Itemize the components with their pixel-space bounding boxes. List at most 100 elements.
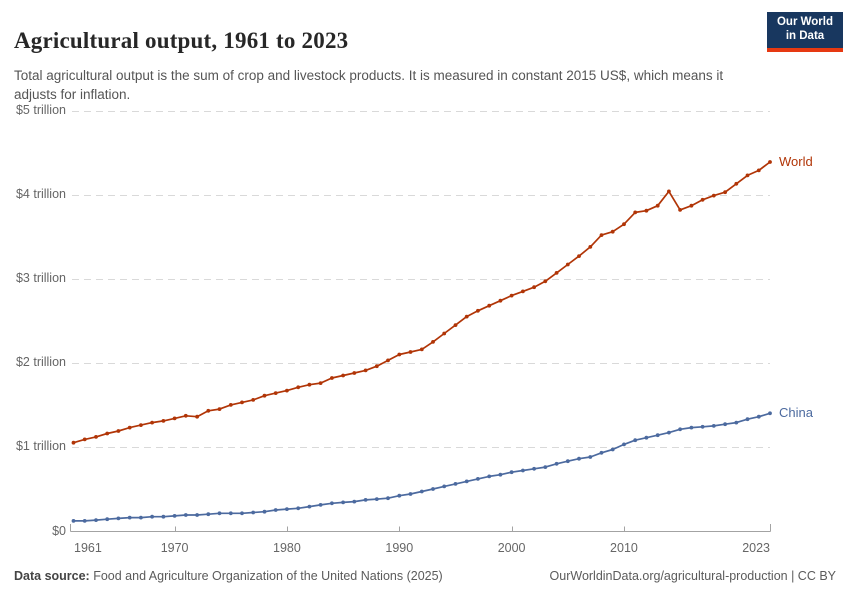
data-point-world[interactable] [251,398,256,402]
data-point-world[interactable] [768,160,772,164]
data-point-china[interactable] [183,513,188,517]
data-point-world[interactable] [183,413,188,418]
data-point-world[interactable] [228,403,233,407]
attribution-link[interactable]: OurWorldinData.org/agricultural-producti… [549,569,836,583]
data-point-world[interactable] [71,440,76,445]
series-label-world[interactable]: World [779,153,813,169]
data-point-world[interactable] [588,245,593,249]
data-point-china[interactable] [195,513,200,517]
data-point-world[interactable] [206,408,211,413]
series-line-world[interactable] [73,161,771,444]
data-point-china[interactable] [464,479,469,484]
data-point-world[interactable] [464,314,469,319]
data-point-world[interactable] [700,197,705,202]
data-point-china[interactable] [700,424,705,429]
data-point-china[interactable] [150,514,155,519]
data-point-world[interactable] [94,435,98,439]
data-point-world[interactable] [352,371,357,375]
data-point-china[interactable] [577,456,581,461]
data-point-china[interactable] [341,500,345,505]
data-point-china[interactable] [498,472,503,477]
data-point-china[interactable] [610,447,615,452]
data-point-china[interactable] [734,420,739,425]
data-point-world[interactable] [442,331,447,336]
data-point-world[interactable] [419,347,424,352]
data-point-world[interactable] [318,381,323,385]
data-point-china[interactable] [689,425,694,430]
data-point-world[interactable] [476,308,480,313]
data-point-world[interactable] [554,271,559,275]
data-point-world[interactable] [532,285,536,290]
data-point-world[interactable] [543,279,548,284]
data-point-world[interactable] [285,388,289,393]
data-point-world[interactable] [509,293,514,298]
data-point-world[interactable] [453,323,458,327]
data-point-china[interactable] [532,466,536,471]
data-point-china[interactable] [82,519,87,523]
data-point-world[interactable] [633,210,638,215]
data-point-china[interactable] [431,487,435,491]
data-point-world[interactable] [577,254,581,258]
data-point-china[interactable] [352,499,357,504]
data-point-world[interactable] [756,168,761,173]
data-point-world[interactable] [82,437,87,442]
data-point-china[interactable] [442,484,447,489]
data-point-world[interactable] [655,203,660,208]
data-point-china[interactable] [408,492,413,496]
data-point-china[interactable] [655,433,660,438]
data-point-china[interactable] [262,509,267,514]
data-point-china[interactable] [397,493,402,498]
data-point-china[interactable] [509,470,514,475]
data-point-china[interactable] [127,515,132,520]
data-point-china[interactable] [161,514,166,519]
series-label-china[interactable]: China [779,405,813,421]
data-point-world[interactable] [644,208,649,213]
data-point-china[interactable] [94,518,98,522]
data-point-china[interactable] [768,411,772,416]
data-point-world[interactable] [217,407,222,411]
data-point-china[interactable] [419,489,424,494]
data-point-world[interactable] [139,423,143,427]
data-point-world[interactable] [521,289,525,294]
data-point-world[interactable] [161,419,166,423]
data-point-china[interactable] [273,508,278,512]
data-point-world[interactable] [296,385,301,390]
data-point-china[interactable] [543,465,548,469]
data-point-world[interactable] [150,420,155,425]
data-point-china[interactable] [565,459,570,464]
data-point-china[interactable] [285,507,289,511]
data-point-world[interactable] [678,208,682,212]
data-point-china[interactable] [588,455,593,459]
data-point-world[interactable] [610,229,615,234]
data-point-world[interactable] [374,364,379,369]
data-point-china[interactable] [251,510,256,515]
data-point-china[interactable] [453,482,458,486]
data-point-china[interactable] [678,427,682,432]
series-line-china[interactable] [73,412,771,522]
data-point-world[interactable] [386,358,390,363]
data-point-world[interactable] [262,393,267,398]
data-point-china[interactable] [71,519,76,523]
data-point-world[interactable] [723,190,727,195]
data-point-world[interactable] [307,382,312,387]
data-point-china[interactable] [217,511,222,516]
data-point-china[interactable] [307,504,312,509]
data-point-world[interactable] [565,262,570,267]
data-point-china[interactable] [711,424,716,428]
data-point-china[interactable] [487,474,492,479]
data-point-world[interactable] [689,203,694,208]
data-point-china[interactable] [667,430,671,435]
data-point-world[interactable] [408,350,413,354]
data-point-china[interactable] [386,496,390,501]
data-point-world[interactable] [330,376,334,380]
data-point-world[interactable] [127,425,132,430]
data-point-world[interactable] [498,298,503,303]
data-point-world[interactable] [341,373,345,378]
data-point-china[interactable] [228,511,233,516]
data-point-world[interactable] [487,303,492,308]
data-point-china[interactable] [756,414,761,419]
data-point-china[interactable] [240,511,244,516]
data-point-china[interactable] [330,501,334,506]
data-point-world[interactable] [667,189,671,194]
data-point-world[interactable] [599,233,604,238]
